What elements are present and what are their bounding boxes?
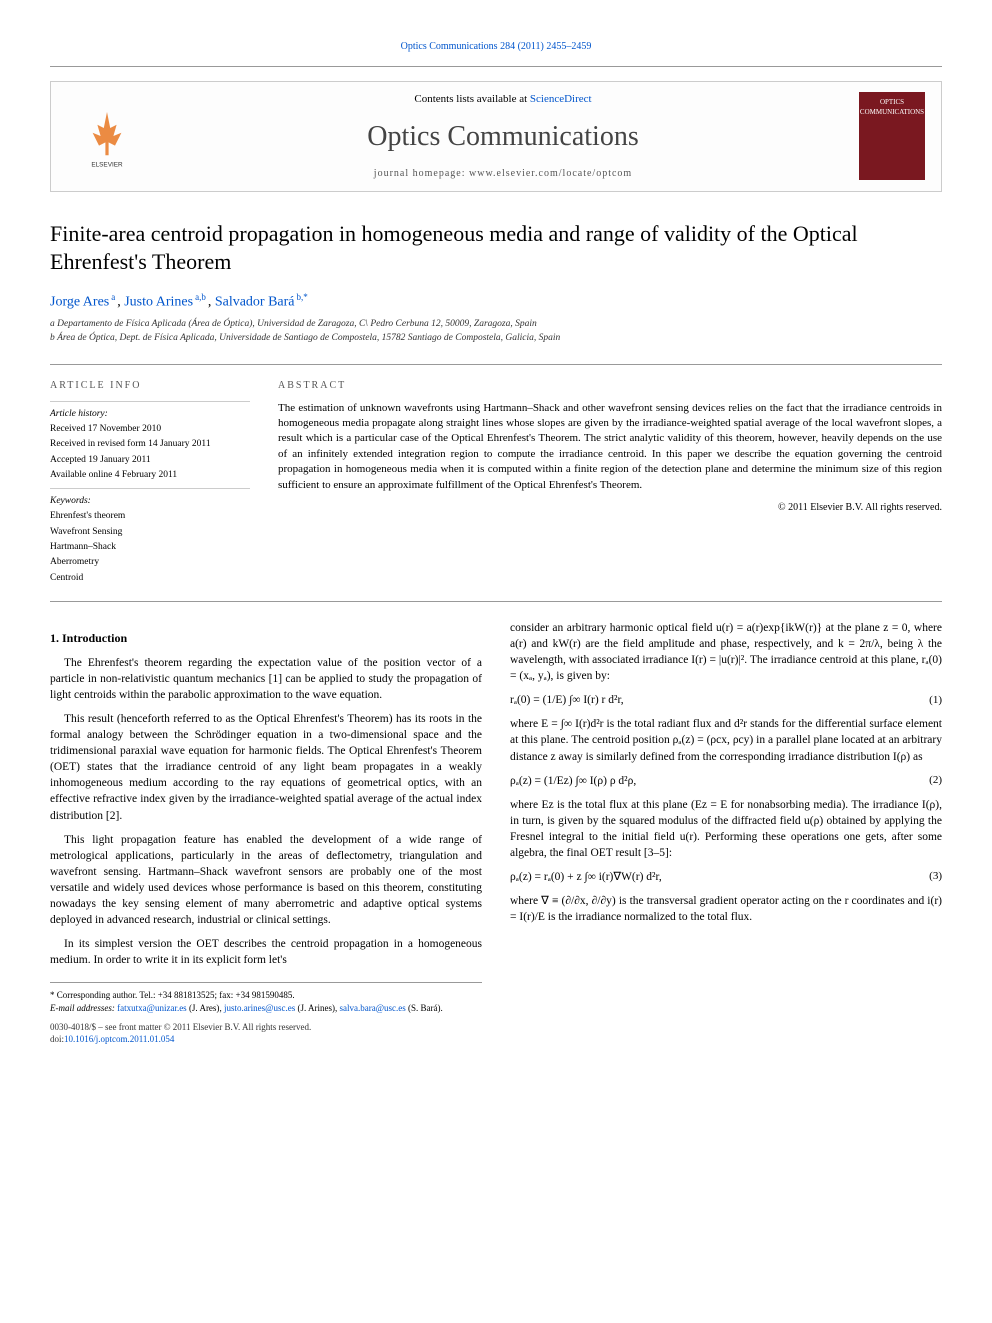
keyword: Hartmann–Shack [50, 541, 250, 554]
keywords-label: Keywords: [50, 495, 250, 508]
equation-row: ρₐ(z) = rₐ(0) + z ∫∞ i(r)∇W(r) d²r, (3) [510, 869, 942, 885]
elsevier-tree-icon: ELSEVIER [75, 104, 139, 168]
abstract-block: ABSTRACT The estimation of unknown wavef… [278, 379, 942, 587]
history-line: Received in revised form 14 January 2011 [50, 438, 250, 451]
equation-number: (2) [929, 773, 942, 788]
article-info-section: ARTICLE INFO Article history: Received 1… [50, 364, 942, 602]
running-header: Optics Communications 284 (2011) 2455–24… [50, 40, 942, 54]
right-column: consider an arbitrary harmonic optical f… [510, 620, 942, 1046]
equation-row: rₐ(0) = (1/E) ∫∞ I(r) r d²r, (1) [510, 692, 942, 708]
contents-line: Contents lists available at ScienceDirec… [147, 92, 859, 107]
sciencedirect-link[interactable]: ScienceDirect [530, 93, 592, 105]
equation: ρₐ(z) = rₐ(0) + z ∫∞ i(r)∇W(r) d²r, [510, 869, 662, 885]
email-link[interactable]: fatxutxa@unizar.es [117, 1003, 187, 1013]
masthead-center: Contents lists available at ScienceDirec… [147, 92, 859, 181]
equation: ρₐ(z) = (1/Ez) ∫∞ I(ρ) ρ d²ρ, [510, 773, 636, 789]
keyword: Aberrometry [50, 556, 250, 569]
elsevier-text: ELSEVIER [91, 162, 123, 169]
abstract-text: The estimation of unknown wavefronts usi… [278, 401, 942, 493]
affiliations: a Departamento de Física Aplicada (Área … [50, 318, 942, 346]
body-paragraph: The Ehrenfest's theorem regarding the ex… [50, 655, 482, 703]
author-affil-sup: a,b [195, 292, 206, 302]
author-affil-sup: b,* [297, 292, 308, 302]
author-affil-sup: a [111, 292, 115, 302]
author-list: Jorge Aresa, Justo Arinesa,b, Salvador B… [50, 291, 942, 312]
article-info-left: ARTICLE INFO Article history: Received 1… [50, 379, 250, 587]
citation-link[interactable]: Optics Communications 284 (2011) 2455–24… [401, 41, 592, 52]
body-paragraph: where E = ∫∞ I(r)d²r is the total radian… [510, 716, 942, 764]
body-paragraph: This result (henceforth referred to as t… [50, 711, 482, 824]
doi-link[interactable]: 10.1016/j.optcom.2011.01.054 [64, 1034, 174, 1044]
history-line: Accepted 19 January 2011 [50, 454, 250, 467]
publisher-logo: ELSEVIER [67, 96, 147, 176]
journal-homepage: journal homepage: www.elsevier.com/locat… [147, 167, 859, 181]
section-title: 1. Introduction [50, 630, 482, 647]
article-title: Finite-area centroid propagation in homo… [50, 220, 942, 277]
journal-masthead: ELSEVIER Contents lists available at Sci… [50, 81, 942, 192]
footnotes: * Corresponding author. Tel.: +34 881813… [50, 989, 482, 1014]
author-link[interactable]: Justo Arines [124, 294, 193, 309]
abstract-heading: ABSTRACT [278, 379, 942, 393]
left-column: 1. Introduction The Ehrenfest's theorem … [50, 620, 482, 1046]
body-paragraph: This light propagation feature has enabl… [50, 832, 482, 929]
issn-line: 0030-4018/$ – see front matter © 2011 El… [50, 1021, 482, 1034]
body-paragraph: where Ez is the total flux at this plane… [510, 797, 942, 861]
author-link[interactable]: Salvador Bará [215, 294, 295, 309]
keyword: Centroid [50, 572, 250, 585]
history-label: Article history: [50, 408, 250, 421]
body-paragraph: In its simplest version the OET describe… [50, 936, 482, 968]
affiliation-line: a Departamento de Física Aplicada (Área … [50, 318, 942, 331]
copyright-line: © 2011 Elsevier B.V. All rights reserved… [278, 501, 942, 515]
corresponding-author: * Corresponding author. Tel.: +34 881813… [50, 989, 482, 1002]
journal-name: Optics Communications [147, 117, 859, 156]
email-link[interactable]: salva.bara@usc.es [339, 1003, 405, 1013]
email-link[interactable]: justo.arines@usc.es [224, 1003, 295, 1013]
top-divider [50, 66, 942, 67]
keyword: Ehrenfest's theorem [50, 510, 250, 523]
keyword: Wavefront Sensing [50, 526, 250, 539]
journal-cover-thumb: OPTICS COMMUNICATIONS [859, 92, 925, 180]
equation-row: ρₐ(z) = (1/Ez) ∫∞ I(ρ) ρ d²ρ, (2) [510, 773, 942, 789]
equation: rₐ(0) = (1/E) ∫∞ I(r) r d²r, [510, 692, 624, 708]
affiliation-line: b Área de Óptica, Dept. de Física Aplica… [50, 332, 942, 345]
history-line: Received 17 November 2010 [50, 423, 250, 436]
article-info-heading: ARTICLE INFO [50, 379, 250, 393]
history-line: Available online 4 February 2011 [50, 469, 250, 482]
equation-number: (1) [929, 693, 942, 708]
body-paragraph: where ∇ ≡ (∂/∂x, ∂/∂y) is the transversa… [510, 893, 942, 925]
author-link[interactable]: Jorge Ares [50, 294, 109, 309]
email-addresses: E-mail addresses: fatxutxa@unizar.es (J.… [50, 1002, 482, 1015]
footnote-divider [50, 982, 482, 983]
doi-block: 0030-4018/$ – see front matter © 2011 El… [50, 1021, 482, 1046]
equation-number: (3) [929, 869, 942, 884]
body-paragraph: consider an arbitrary harmonic optical f… [510, 620, 942, 684]
body-columns: 1. Introduction The Ehrenfest's theorem … [50, 620, 942, 1046]
